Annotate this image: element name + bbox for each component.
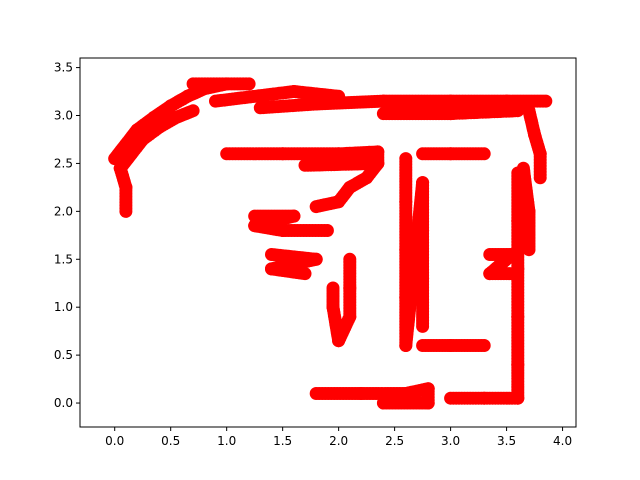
plot-frame — [79, 57, 577, 428]
scatter-point — [477, 339, 491, 352]
x-tick-label: 0.5 — [161, 434, 180, 448]
scatter-point — [298, 267, 312, 281]
y-tick-label: 1.5 — [54, 252, 73, 266]
scatter-point — [511, 391, 525, 405]
scatter-point — [533, 171, 547, 185]
stroke-top-bar-under — [376, 104, 525, 121]
x-axis: 0.0 0.5 1.0 1.5 2.0 2.5 3.0 3.5 4.0 — [105, 427, 572, 448]
stroke-top-bar — [253, 94, 553, 115]
scatter-point — [522, 243, 536, 257]
scatter-points — [108, 77, 553, 410]
stroke-mid-block-left — [248, 209, 334, 237]
scatter-point — [376, 396, 390, 410]
scatter-point — [186, 104, 200, 118]
stroke-bottom-mid-bar — [309, 382, 435, 410]
x-tick-label: 3.0 — [441, 434, 460, 448]
stroke-right-col-inner — [511, 166, 525, 405]
x-tick-label: 2.0 — [329, 434, 348, 448]
y-tick-label: 2.5 — [54, 156, 73, 170]
scatter-point — [416, 319, 430, 333]
stroke-bracket-bottom — [416, 339, 491, 352]
scatter-point — [298, 158, 312, 172]
stroke-diag-mid — [309, 156, 385, 214]
x-tick-label: 0.0 — [105, 434, 124, 448]
y-tick-label: 2.0 — [54, 204, 73, 218]
x-tick-label: 3.5 — [497, 434, 516, 448]
y-axis: 0.0 0.5 1.0 1.5 2.0 2.5 3.0 3.5 — [54, 61, 80, 410]
x-tick-label: 1.5 — [273, 434, 292, 448]
stroke-mid-vertical — [326, 252, 357, 348]
stroke-bracket-vertical — [399, 152, 430, 352]
scatter-point — [539, 94, 553, 108]
stroke-mid-left-bar — [220, 145, 385, 172]
stroke-bracket-top — [416, 147, 491, 161]
scatter-point — [320, 224, 334, 237]
stroke-top-block-left — [186, 77, 256, 91]
stroke-arc-inner — [113, 104, 200, 175]
y-tick-label: 3.0 — [54, 109, 73, 123]
y-tick-label: 1.0 — [54, 300, 73, 314]
stroke-right-small-box — [483, 248, 519, 281]
scatter-point — [511, 104, 525, 118]
scatter-point — [505, 267, 519, 281]
scatter-point — [477, 147, 491, 161]
scatter-point — [326, 281, 340, 295]
y-tick-label: 0.0 — [54, 396, 73, 410]
x-tick-label: 1.0 — [217, 434, 236, 448]
stroke-right-col-upper — [522, 104, 547, 185]
stroke-bottom-right-bar — [444, 391, 525, 405]
x-tick-label: 4.0 — [553, 434, 572, 448]
y-tick-label: 3.5 — [54, 61, 73, 75]
x-tick-label: 2.5 — [385, 434, 404, 448]
scatter-point — [309, 200, 323, 214]
y-tick-label: 0.5 — [54, 348, 73, 362]
scatter-point — [242, 77, 256, 91]
stroke-mid-block-lower — [265, 248, 323, 281]
